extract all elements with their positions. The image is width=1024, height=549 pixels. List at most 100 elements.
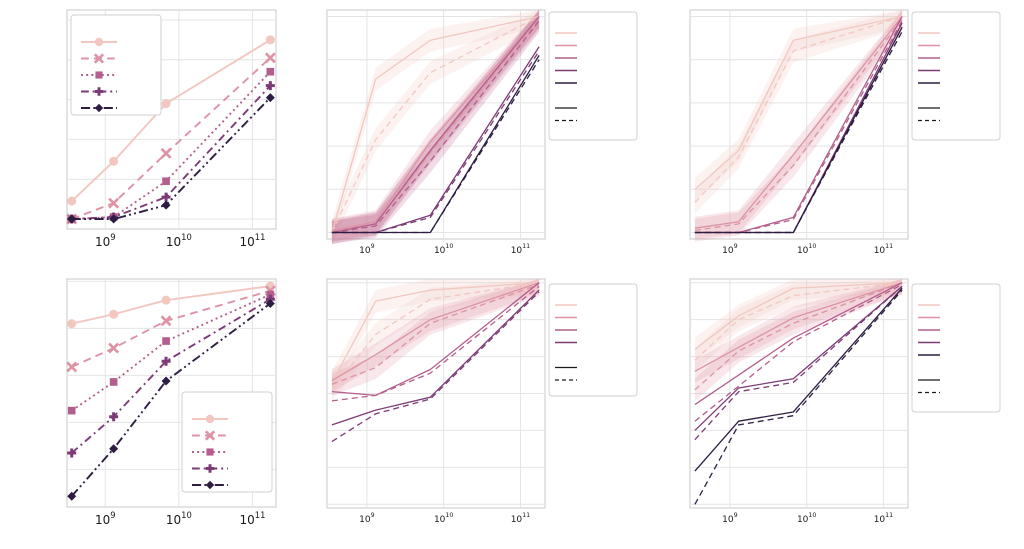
plus-marker — [265, 81, 275, 91]
series-line-4-temp-1.0 — [331, 291, 540, 443]
circle-marker — [67, 319, 77, 329]
confidence-band — [331, 279, 540, 394]
diamond-marker — [67, 214, 77, 224]
chart-panel-2: 109 1010 1011 — [326, 9, 638, 256]
x-marker — [108, 197, 120, 209]
square-marker — [162, 177, 170, 186]
confidence-bands — [331, 279, 540, 402]
confidence-band — [331, 10, 540, 244]
plus-marker — [94, 87, 104, 96]
square-marker — [266, 290, 275, 299]
series-line-3-temp-0.0 — [331, 282, 540, 396]
confidence-band — [331, 10, 540, 242]
x-tick-label: 1011 — [874, 512, 893, 525]
plot-area — [689, 9, 909, 240]
series-line-1 — [71, 285, 271, 325]
legend — [181, 391, 273, 493]
square-marker — [95, 71, 103, 79]
series-line-2-temp-0.0 — [331, 16, 540, 231]
legend — [911, 11, 1001, 141]
confidence-band — [694, 279, 903, 383]
series-line-1-temp-1.0 — [331, 282, 540, 391]
x-marker — [93, 53, 105, 64]
diamond-marker — [265, 298, 275, 308]
x-tick-label: 1010 — [434, 243, 453, 256]
series-line-4 — [71, 298, 271, 454]
series-line-5-temp-1.0 — [694, 289, 903, 505]
series-line-3-temp-0.0 — [694, 282, 903, 406]
chart-panel-1: 109 1010 1011 — [66, 9, 277, 249]
x-marker — [160, 315, 172, 327]
x-tick-label: 109 — [95, 232, 116, 249]
series-line-1 — [71, 39, 271, 202]
x-tick-label: 1011 — [239, 510, 265, 527]
series-line-1-temp-0.0 — [694, 15, 903, 190]
series-line-4-temp-1.0 — [694, 285, 903, 441]
chart-panel-5: 109 1010 1011 — [326, 278, 638, 525]
series-line-2-temp-0.0 — [331, 282, 540, 382]
series-line-1-temp-1.0 — [331, 15, 540, 233]
square-marker — [67, 406, 76, 415]
diamond-marker — [109, 214, 119, 224]
chart-panel-6: 109 1010 1011 — [689, 278, 1001, 525]
series-line-2-temp-0.0 — [694, 282, 903, 372]
x-tick-label: 1010 — [797, 243, 816, 256]
series-line-3-temp-1.0 — [694, 283, 903, 422]
square-marker — [266, 67, 275, 76]
series-line-1-temp-0.0 — [694, 282, 903, 350]
plus-marker — [161, 192, 171, 202]
series-line-3-temp-0.0 — [331, 16, 540, 234]
confidence-band — [694, 10, 903, 240]
series-line-2-temp-1.0 — [331, 18, 540, 232]
confidence-band — [331, 279, 540, 396]
legend — [548, 283, 638, 397]
gridlines — [327, 10, 545, 239]
square-marker — [162, 337, 170, 345]
square-marker — [206, 448, 214, 456]
plus-marker — [109, 412, 119, 422]
confidence-band — [331, 279, 540, 402]
circle-marker — [67, 196, 77, 206]
x-tick-label: 1011 — [511, 243, 530, 256]
x-marker — [66, 361, 78, 373]
legend — [911, 283, 1001, 413]
x-tick-label: 109 — [722, 243, 737, 256]
confidence-band — [331, 10, 540, 242]
gridlines — [690, 279, 908, 508]
series-line-4-temp-0.0 — [331, 289, 540, 426]
series-line-2-temp-1.0 — [694, 18, 903, 232]
x-tick-label: 1010 — [434, 512, 453, 525]
circle-marker — [109, 309, 119, 319]
plus-marker — [205, 464, 215, 473]
confidence-band — [331, 10, 540, 244]
confidence-band — [331, 279, 540, 393]
x-tick-label: 109 — [359, 512, 374, 525]
series-line-1-temp-0.0 — [331, 15, 540, 233]
diamond-marker — [205, 480, 215, 490]
x-marker — [204, 430, 216, 441]
circle-marker — [161, 295, 171, 305]
legend-frame — [70, 14, 162, 116]
confidence-bands — [331, 10, 540, 244]
circle-marker — [94, 37, 104, 47]
series-line-2-temp-0.0 — [694, 16, 903, 229]
series-line-5 — [71, 96, 272, 220]
series-line-5-temp-0.0 — [694, 287, 903, 472]
series-line-4-temp-0.0 — [694, 285, 903, 431]
series-line-1-temp-0.0 — [331, 282, 540, 383]
confidence-band — [694, 279, 903, 372]
series-line-5-temp-1.0 — [331, 59, 540, 234]
x-marker — [108, 342, 120, 354]
series-line-3 — [71, 293, 271, 412]
square-marker — [109, 378, 118, 386]
confidence-band — [331, 10, 540, 244]
confidence-bands — [694, 10, 903, 242]
x-tick-label: 109 — [95, 510, 116, 527]
x-tick-label: 1010 — [166, 232, 192, 249]
x-marker — [264, 52, 276, 64]
confidence-band — [694, 10, 903, 242]
diamond-marker — [161, 376, 171, 386]
series-line-5 — [71, 302, 271, 497]
x-tick-label: 1010 — [166, 510, 192, 527]
